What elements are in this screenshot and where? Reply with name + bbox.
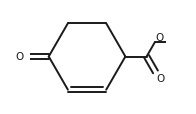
Text: O: O — [15, 52, 23, 62]
Text: O: O — [157, 73, 165, 83]
Text: O: O — [155, 32, 164, 42]
